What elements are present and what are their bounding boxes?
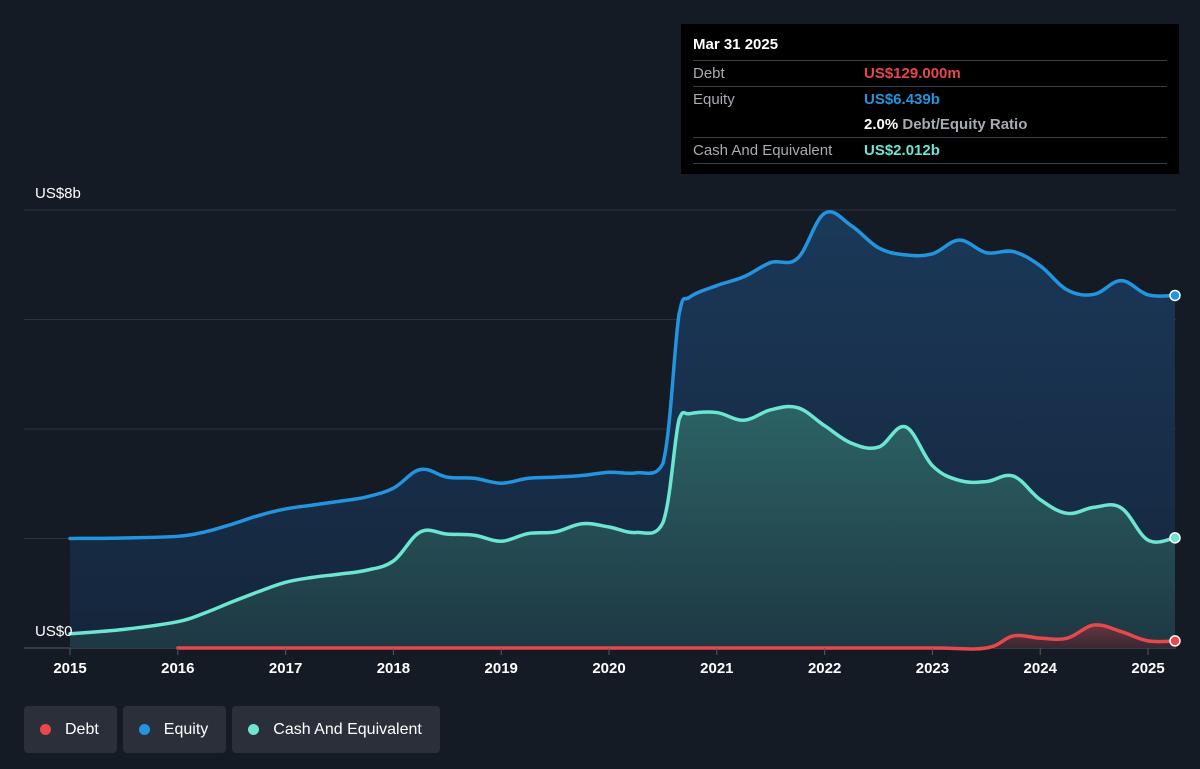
x-tick-label-2017: 2017 — [269, 660, 302, 677]
tooltip-equity-label: Equity — [693, 91, 735, 108]
equity-dot-icon — [138, 724, 150, 735]
equity-end-marker — [1169, 289, 1181, 302]
x-tick-label-2019: 2019 — [485, 660, 518, 677]
legend-item-cash[interactable]: Cash And Equivalent — [232, 706, 440, 753]
x-tick-label-2015: 2015 — [53, 660, 86, 677]
x-tick-label-2023: 2023 — [916, 660, 949, 677]
x-tick-label-2021: 2021 — [700, 660, 733, 677]
tooltip-row-cash: Cash And Equivalent US$2.012b — [693, 137, 1167, 164]
y-axis-top-label: US$8b — [35, 185, 81, 202]
cash-and-equivalent-line — [68, 404, 1177, 636]
x-tick-label-2025: 2025 — [1131, 660, 1164, 677]
debt-area — [177, 624, 1175, 649]
tooltip-row-equity: Equity US$6.439b — [693, 86, 1167, 112]
chart-legend: Debt Equity Cash And Equivalent — [24, 706, 440, 753]
x-tick-label-2016: 2016 — [161, 660, 194, 677]
tooltip-cash-value: US$2.012b — [864, 142, 940, 159]
legend-item-debt[interactable]: Debt — [24, 706, 117, 753]
y-axis-bottom-label: US$0 — [35, 623, 73, 640]
x-tick-label-2018: 2018 — [377, 660, 410, 677]
legend-label-debt: Debt — [65, 720, 99, 738]
legend-item-equity[interactable]: Equity — [122, 706, 227, 753]
x-tick-label-2022: 2022 — [808, 660, 841, 677]
tooltip-equity-value: US$6.439b — [864, 91, 940, 108]
tooltip-debt-value: US$129.000m — [864, 65, 961, 82]
x-tick-label-2024: 2024 — [1024, 660, 1058, 677]
cash-and-equivalent-end-marker — [1169, 532, 1181, 544]
tooltip-row-ratio: 2.0% Debt/Equity Ratio — [693, 112, 1167, 137]
cash-and-equivalent-area — [70, 406, 1175, 648]
series-end-markers — [1169, 289, 1181, 647]
x-tick-label-2020: 2020 — [592, 660, 625, 677]
legend-label-cash: Cash And Equivalent — [273, 720, 422, 738]
cash-dot-icon — [248, 724, 260, 735]
tooltip-ratio: 2.0% Debt/Equity Ratio — [864, 112, 1027, 137]
debt-dot-icon — [40, 724, 51, 735]
tooltip-row-debt: Debt US$129.000m — [693, 60, 1167, 86]
tooltip-cash-label: Cash And Equivalent — [693, 142, 833, 159]
x-axis: 2015 2016 2017 2018 2019 2020 2021 2022 2023 2024… — [53, 648, 1165, 677]
tooltip-ratio-value: 2.0% — [864, 116, 899, 133]
equity-line — [68, 210, 1177, 541]
debt-equity-chart: 2015 2016 2017 2018 2019 2020 2021 2022 2023 2024… — [24, 185, 1181, 677]
tooltip-ratio-label: Debt/Equity Ratio — [902, 116, 1028, 133]
series-lines — [68, 210, 1177, 651]
series-areas — [70, 211, 1175, 649]
legend-label-equity: Equity — [163, 720, 209, 738]
tooltip-panel: Mar 31 2025 Debt US$129.000m Equity US$6… — [681, 24, 1179, 174]
tooltip-date: Mar 31 2025 — [693, 36, 779, 53]
tooltip-debt-label: Debt — [693, 65, 725, 82]
debt-end-marker — [1169, 635, 1181, 647]
debt-line — [176, 623, 1177, 651]
